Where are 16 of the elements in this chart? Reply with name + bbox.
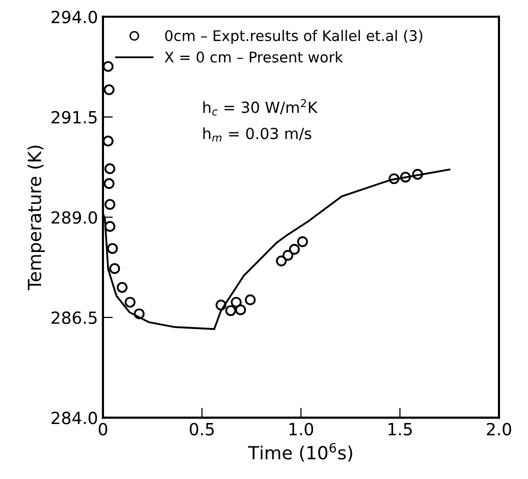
x-tick-label: 0: [98, 422, 108, 436]
y-tick-label: 284.0: [52, 412, 97, 424]
x-tick-label: 1.5: [388, 423, 412, 436]
x-axis-title: Time (10$^{6}$s): [248, 443, 352, 462]
x-tick-label: 0.5: [190, 422, 214, 436]
x-tick-label: 2.0: [486, 422, 512, 436]
y-axis-title: Temperature (K): [27, 146, 45, 290]
legend-label: X = 0 cm – Present work: [164, 51, 343, 63]
annotation: h$_{c}$ = 30 W/m$^{2}$K: [203, 99, 318, 116]
y-tick-label: 289.0: [52, 211, 97, 224]
annotation: h$_{m}$ = 0.03 m/s: [203, 127, 312, 142]
legend-label: 0cm – Expt.results of Kallel et.al (3): [165, 30, 422, 44]
y-tick-label: 291.5: [52, 110, 97, 124]
x-tick-label: 1.0: [290, 422, 314, 436]
y-tick-label: 286.5: [52, 311, 97, 324]
y-tick-label: 294.0: [52, 10, 97, 24]
